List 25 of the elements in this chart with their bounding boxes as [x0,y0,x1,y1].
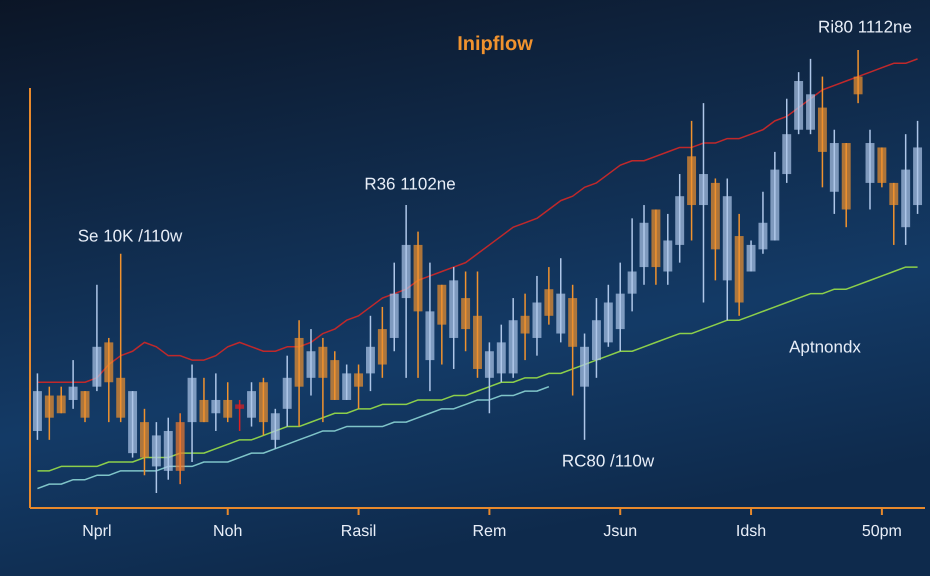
candlestick [44,386,54,441]
annotation: Se 10K /110w [78,226,184,246]
text: Ri80 1112ne [818,17,912,36]
x-tick-label: Rem [472,523,506,540]
candlestick [235,399,244,432]
x-tick-label: 50pm [862,523,902,540]
candlestick [354,364,364,410]
candlestick [889,182,898,246]
candlestick [211,372,220,432]
candlestick [628,218,637,312]
candlestick [199,377,208,423]
x-tick-label: Jsun [603,523,638,540]
candlestick [520,292,530,361]
annotation: RC80 /110w [562,451,655,470]
x-tick-label: Noh [213,523,242,540]
annotation: Aptnondx [789,337,862,356]
annotation: R36 1102ne [364,174,456,194]
chart-title: Inipflow [457,33,534,55]
candlestick [854,49,863,104]
candlestick [223,382,232,423]
x-tick-label: Nprl [82,523,112,540]
candlestick [56,386,66,414]
x-tick-label: Rasil [340,523,376,540]
candlestick [68,359,78,410]
x-tick-label: Idsh [736,523,766,540]
